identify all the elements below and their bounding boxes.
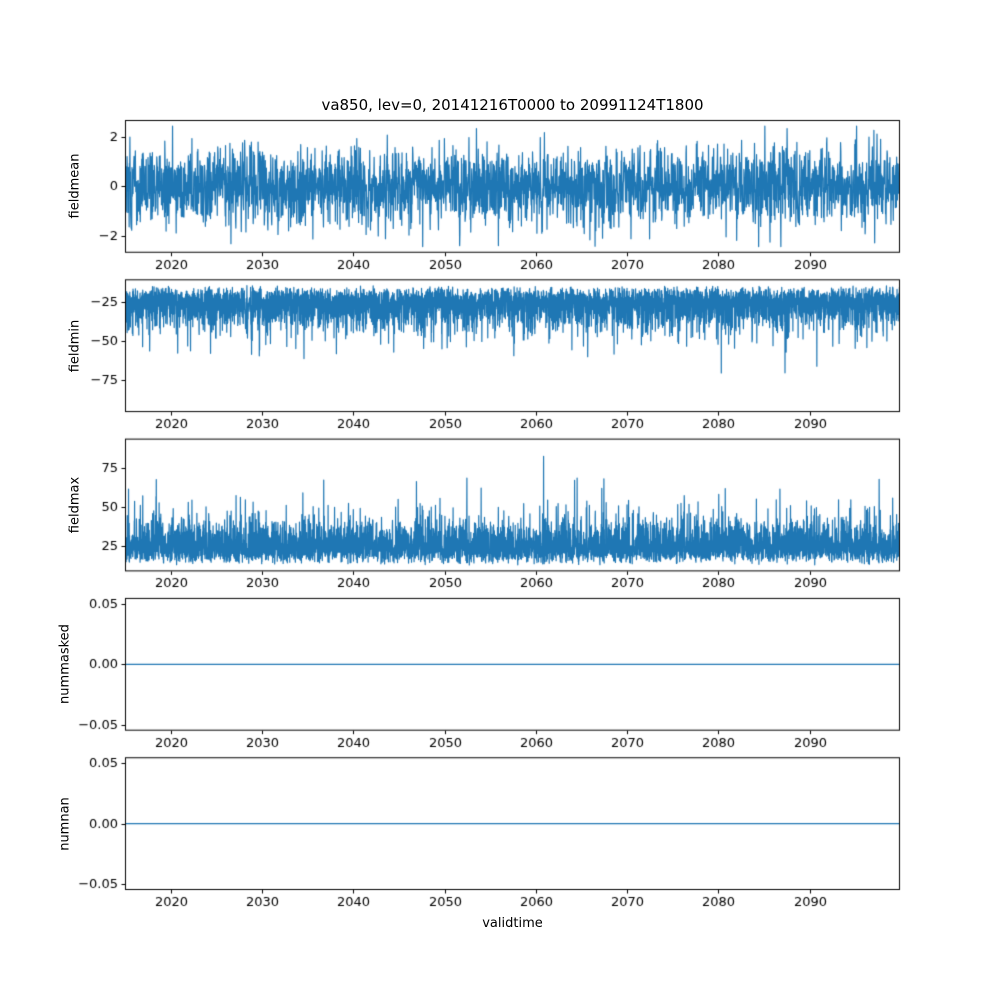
y-axis-label-numnan: numnan (57, 797, 73, 851)
y-axis-label-fieldmean: fieldmean (67, 153, 83, 219)
y-axis-label-fieldmax: fieldmax (67, 476, 83, 534)
figure-title: va850, lev=0, 20141216T0000 to 20991124T… (321, 96, 704, 114)
y-axis-label-nummasked: nummasked (57, 624, 73, 704)
y-axis-label-fieldmin: fieldmin (67, 319, 83, 373)
x-axis-label: validtime (482, 916, 543, 931)
